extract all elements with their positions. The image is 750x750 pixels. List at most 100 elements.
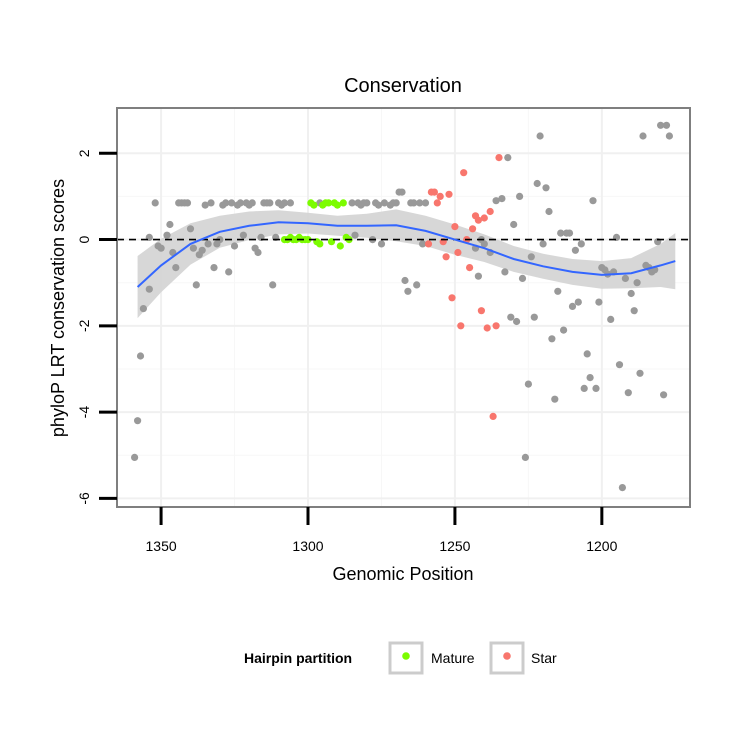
point-star: [436, 192, 444, 200]
legend-mature-marker: [402, 652, 410, 660]
x-tick-label: 1250: [439, 538, 470, 554]
point-other: [660, 391, 668, 399]
point-other: [228, 199, 236, 207]
point-other: [524, 380, 533, 388]
point-other: [151, 199, 159, 207]
point-other: [204, 240, 212, 248]
point-other: [557, 229, 565, 237]
y-tick-label: 2: [76, 149, 92, 157]
point-other: [551, 395, 559, 403]
point-other: [636, 369, 644, 377]
legend-title: Hairpin partition: [244, 650, 352, 666]
point-star: [495, 154, 503, 162]
point-other: [592, 384, 600, 392]
point-other: [136, 352, 145, 360]
point-other: [201, 201, 209, 209]
x-tick-label: 1200: [586, 538, 617, 554]
panel-border: [116, 107, 691, 508]
point-other: [583, 350, 591, 358]
x-axis-title: Genomic Position: [332, 564, 473, 584]
point-other: [401, 276, 409, 285]
point-other: [565, 229, 574, 237]
point-other: [266, 199, 274, 207]
y-tick-label: 0: [76, 235, 92, 243]
confidence-band: [137, 209, 676, 319]
point-other: [410, 199, 418, 207]
point-other: [139, 305, 147, 313]
point-mature: [304, 236, 312, 244]
point-star: [486, 207, 494, 216]
point-other: [548, 335, 556, 343]
point-star: [451, 223, 459, 231]
point-other: [498, 195, 506, 203]
point-other: [413, 281, 421, 289]
point-star: [448, 294, 456, 302]
legend-star-marker: [503, 652, 511, 660]
point-star: [477, 307, 485, 315]
point-other: [607, 315, 615, 323]
point-other: [398, 188, 406, 196]
point-other: [286, 199, 294, 207]
legend-label-star: Star: [531, 650, 557, 666]
point-mature: [336, 242, 344, 250]
y-tick-label: -2: [76, 319, 92, 332]
point-other: [621, 274, 630, 282]
point-other: [510, 220, 518, 229]
y-axis-title: phyloP LRT conservation scores: [48, 179, 68, 437]
point-other: [363, 199, 371, 207]
point-other: [474, 272, 482, 280]
point-mature: [333, 201, 341, 209]
point-other: [615, 361, 624, 369]
point-other: [586, 374, 594, 382]
point-other: [254, 248, 262, 257]
point-other: [595, 298, 603, 306]
chart-title: Conservation: [344, 75, 462, 97]
point-other: [630, 307, 638, 315]
point-other: [189, 244, 197, 252]
point-star: [442, 253, 450, 261]
point-other: [665, 132, 674, 140]
point-other: [392, 199, 400, 207]
point-other: [222, 199, 230, 207]
point-star: [457, 322, 465, 330]
point-other: [192, 281, 200, 289]
point-other: [163, 231, 171, 239]
legend-label-mature: Mature: [431, 650, 475, 666]
point-other: [210, 264, 218, 272]
point-other: [618, 484, 627, 492]
point-other: [248, 199, 256, 207]
point-other: [568, 302, 577, 310]
point-other: [501, 268, 509, 276]
point-other: [348, 199, 356, 207]
point-other: [516, 192, 524, 200]
point-other: [530, 313, 538, 321]
point-other: [480, 240, 488, 248]
point-other: [536, 132, 544, 140]
point-other: [225, 268, 233, 276]
legend: Hairpin partition Mature Star: [244, 641, 557, 675]
point-other: [404, 287, 412, 295]
point-other: [518, 274, 527, 282]
x-tick-label: 1350: [146, 538, 177, 554]
point-other: [374, 201, 383, 209]
point-other: [131, 453, 139, 461]
point-other: [571, 246, 580, 254]
point-star: [460, 169, 468, 177]
point-other: [574, 298, 582, 306]
point-other: [269, 281, 277, 289]
point-mature: [316, 240, 324, 248]
point-other: [239, 231, 247, 239]
point-other: [589, 197, 597, 205]
y-tick-label: -4: [76, 406, 92, 419]
point-star: [445, 190, 453, 198]
point-other: [419, 240, 427, 248]
point-other: [657, 121, 665, 129]
point-other: [639, 132, 647, 140]
point-other: [186, 225, 195, 233]
point-other: [421, 199, 430, 207]
point-other: [521, 453, 530, 461]
point-other: [416, 199, 424, 207]
x-tick-label: 1300: [292, 538, 323, 554]
point-other: [533, 179, 541, 188]
point-star: [433, 199, 441, 207]
